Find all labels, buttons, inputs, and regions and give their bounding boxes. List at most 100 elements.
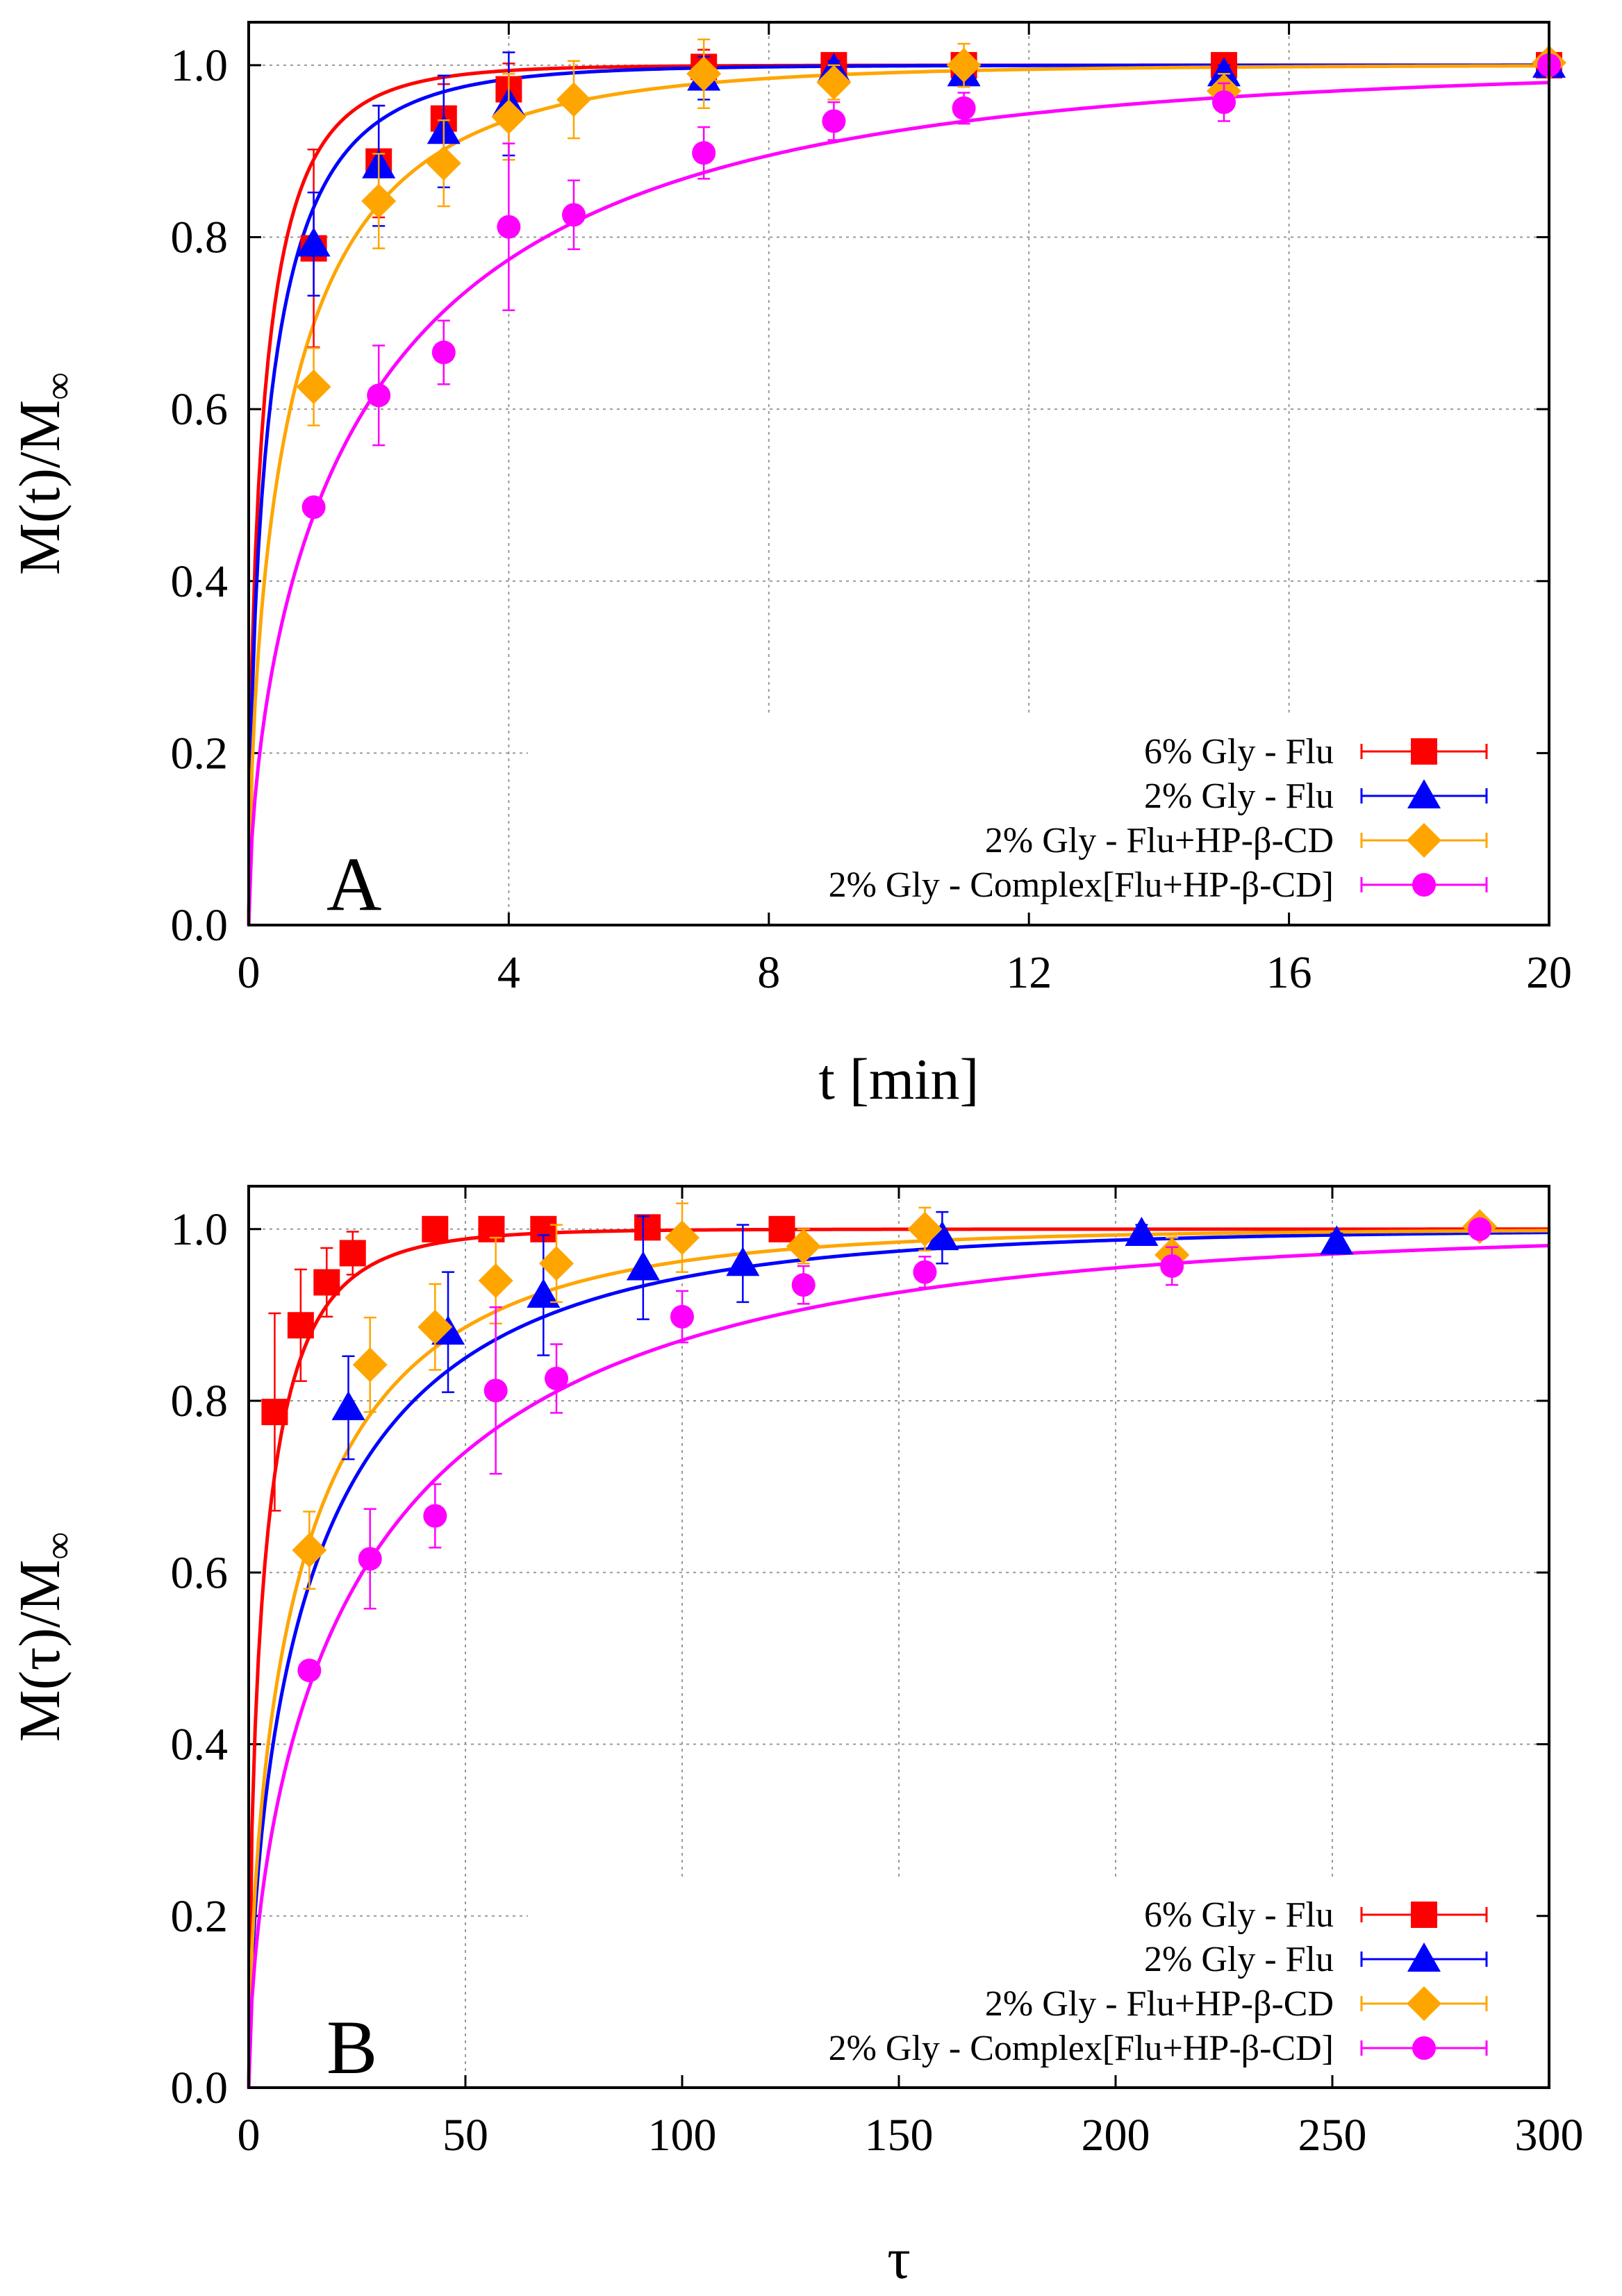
y-axis-label: M(τ)/M∞ bbox=[8, 1532, 81, 1742]
data-point bbox=[913, 1260, 937, 1284]
data-point bbox=[367, 383, 391, 408]
data-point bbox=[786, 1229, 821, 1264]
data-point bbox=[297, 227, 331, 257]
data-point bbox=[726, 1247, 760, 1276]
series-a-4 bbox=[301, 53, 1561, 519]
data-point bbox=[1207, 57, 1241, 87]
y-axis-label: M(t)/M∞ bbox=[8, 372, 81, 575]
y-tick-label: 0.2 bbox=[171, 1891, 229, 1942]
x-tick-label: 100 bbox=[648, 2110, 717, 2161]
panel-letter: A bbox=[326, 842, 381, 926]
data-point bbox=[539, 1246, 574, 1281]
y-tick-label: 0.8 bbox=[171, 213, 229, 263]
data-point bbox=[483, 1379, 508, 1403]
y-tick-label: 0.4 bbox=[171, 1720, 229, 1770]
legend-label: 6% Gly - Flu bbox=[1144, 1895, 1334, 1935]
legend-marker bbox=[1411, 1902, 1437, 1928]
y-tick-label: 0.8 bbox=[171, 1376, 229, 1426]
plot-frame bbox=[247, 21, 1550, 926]
data-point bbox=[791, 1273, 816, 1297]
series-b-1 bbox=[261, 1214, 795, 1512]
data-point bbox=[527, 1278, 561, 1308]
data-point bbox=[952, 96, 976, 120]
x-axis-label: τ bbox=[887, 2227, 911, 2291]
data-point bbox=[768, 1215, 795, 1242]
x-tick-label: 250 bbox=[1298, 2110, 1367, 2161]
data-point bbox=[925, 1221, 959, 1251]
legend-marker bbox=[1412, 873, 1436, 897]
data-point bbox=[562, 203, 586, 227]
series-b-4 bbox=[297, 1217, 1492, 1683]
data-point bbox=[431, 340, 456, 365]
legend-marker bbox=[1407, 823, 1441, 858]
data-point bbox=[301, 495, 326, 519]
y-tick-label: 0.6 bbox=[171, 1547, 229, 1598]
legend-marker bbox=[1411, 738, 1437, 765]
data-point bbox=[545, 1366, 569, 1390]
x-tick-label: 300 bbox=[1515, 2110, 1584, 2161]
y-tick-label: 0.2 bbox=[171, 728, 229, 779]
data-point bbox=[1468, 1217, 1492, 1241]
x-tick-label: 8 bbox=[757, 947, 780, 998]
legend-label: 2% Gly - Flu bbox=[1144, 1940, 1334, 1979]
x-tick-label: 150 bbox=[865, 2110, 934, 2161]
legend-marker bbox=[1407, 1943, 1441, 1972]
x-tick-label: 20 bbox=[1526, 947, 1572, 998]
data-point bbox=[634, 1214, 661, 1241]
data-point bbox=[426, 146, 461, 181]
y-tick-label: 0.4 bbox=[171, 556, 229, 607]
fit-curve bbox=[247, 1229, 1550, 2088]
data-point bbox=[331, 1390, 365, 1420]
chart-panel-a: 0 4 8 12 16 20 0.0 0.2 0.4 0.6 0.8 1.0 At [min] M(t)/… bbox=[8, 21, 1572, 1112]
data-point bbox=[946, 47, 982, 83]
legend-label: 2% Gly - Flu+HP-β-CD bbox=[985, 821, 1334, 860]
data-point bbox=[686, 56, 722, 92]
y-tick-label: 0.0 bbox=[171, 2063, 229, 2113]
data-point bbox=[1320, 1225, 1354, 1255]
x-tick-label: 16 bbox=[1266, 947, 1312, 998]
data-point bbox=[816, 65, 852, 100]
fit-curve bbox=[247, 81, 1550, 926]
data-point bbox=[907, 1211, 943, 1247]
data-point bbox=[497, 215, 521, 239]
legend-label: 2% Gly - Complex[Flu+HP-β-CD] bbox=[829, 2029, 1334, 2068]
data-point bbox=[352, 1347, 388, 1383]
legend-marker bbox=[1407, 1986, 1441, 2021]
data-point bbox=[1125, 1216, 1159, 1246]
y-tick-label: 0.6 bbox=[171, 384, 229, 435]
data-point bbox=[292, 1533, 327, 1568]
data-point bbox=[339, 1240, 366, 1267]
x-tick-label: 0 bbox=[238, 947, 260, 998]
data-point bbox=[417, 1309, 453, 1345]
x-tick-label: 4 bbox=[497, 947, 520, 998]
y-tick-label: 0.0 bbox=[171, 900, 229, 951]
data-point bbox=[491, 99, 527, 135]
legend-label: 6% Gly - Flu bbox=[1144, 732, 1334, 772]
x-tick-label: 200 bbox=[1082, 2110, 1150, 2161]
data-point bbox=[361, 183, 397, 219]
data-point bbox=[556, 82, 591, 117]
panel-letter: B bbox=[326, 2005, 377, 2090]
legend-label: 2% Gly - Flu+HP-β-CD bbox=[985, 1984, 1334, 2024]
data-point bbox=[822, 109, 846, 133]
x-tick-label: 12 bbox=[1006, 947, 1052, 998]
data-point bbox=[261, 1399, 288, 1426]
data-point bbox=[313, 1269, 340, 1296]
fit-curve bbox=[247, 1227, 1549, 2088]
data-point bbox=[692, 141, 716, 165]
data-point bbox=[423, 1504, 447, 1528]
legend-b: 6% Gly - Flu 2% Gly - Flu 2% Gly - Flu+HP-… bbox=[829, 1895, 1488, 2068]
y-tick-label: 1.0 bbox=[171, 40, 229, 91]
plot-frame bbox=[247, 1185, 1550, 2089]
series-b-2 bbox=[331, 1211, 1354, 1461]
legend-marker bbox=[1407, 779, 1441, 808]
x-tick-label: 0 bbox=[238, 2110, 260, 2161]
legend-marker bbox=[1412, 2036, 1436, 2060]
data-point bbox=[422, 1215, 449, 1242]
legend-label: 2% Gly - Flu bbox=[1144, 776, 1334, 816]
data-point bbox=[1212, 90, 1236, 115]
legend-label: 2% Gly - Complex[Flu+HP-β-CD] bbox=[829, 865, 1334, 905]
